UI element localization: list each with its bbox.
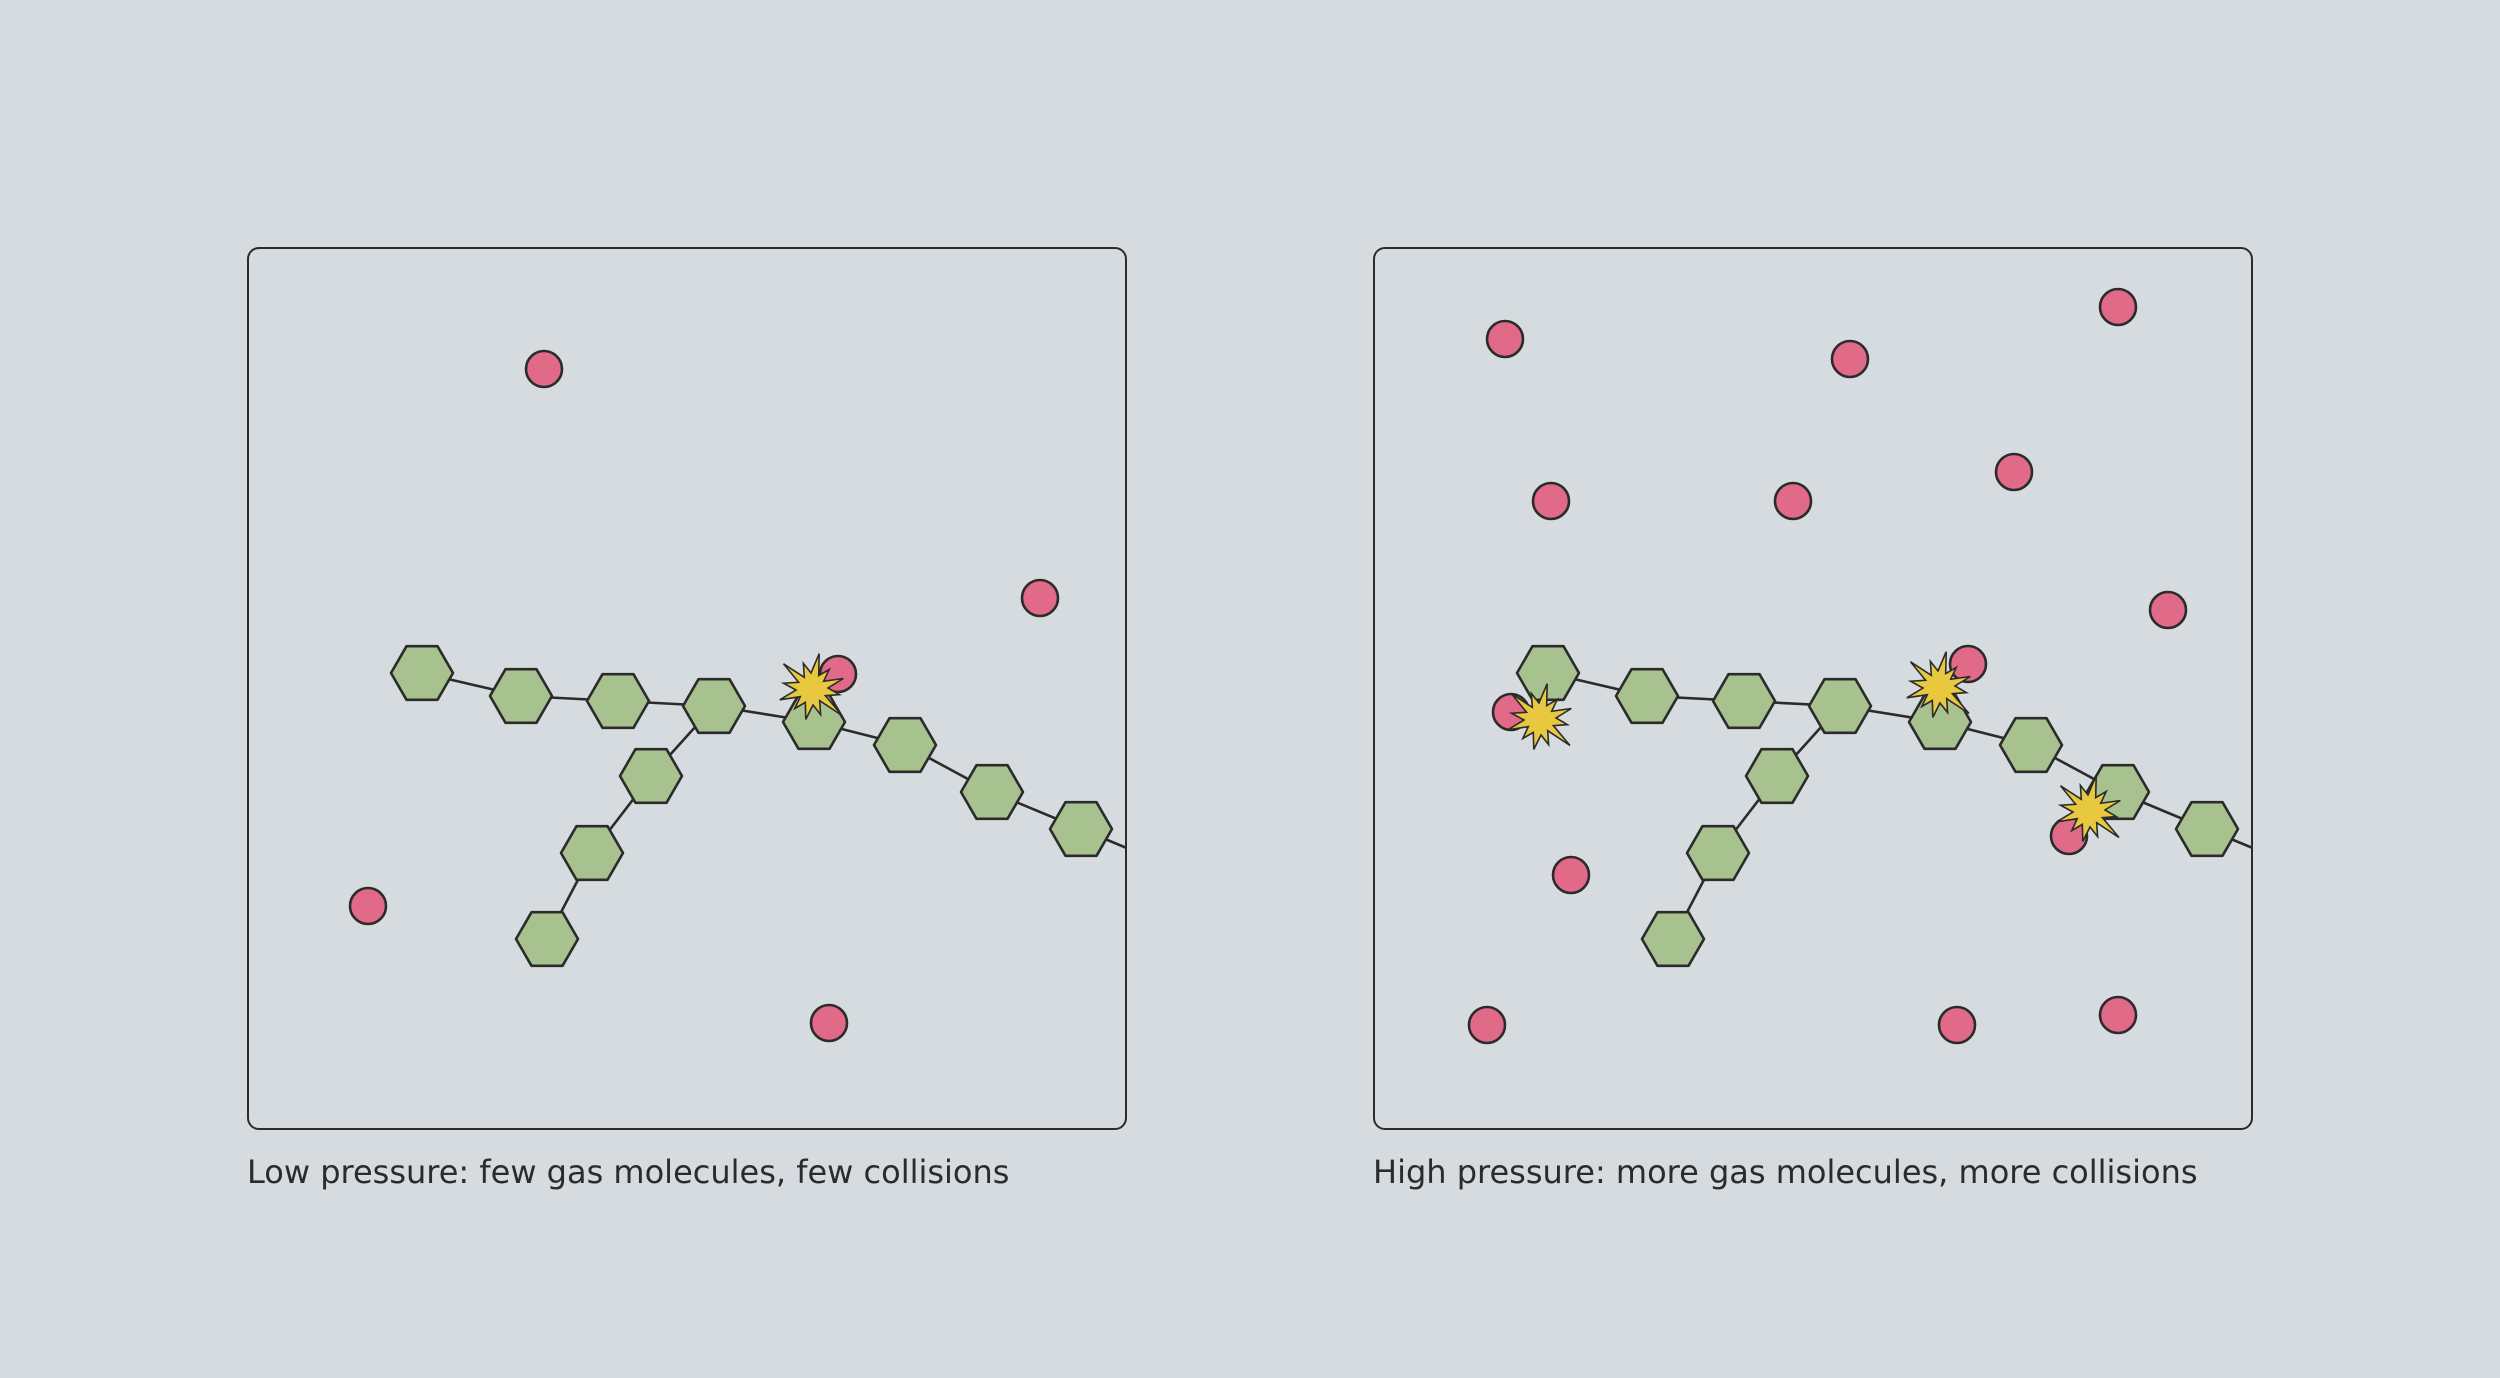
polymer-unit-icon [1685,824,1751,882]
gas-molecule-icon [809,1003,849,1043]
gas-molecule-icon [1773,481,1813,521]
polymer-unit-icon [559,824,625,882]
polymer-unit-icon [1515,644,1581,702]
panel-low-pressure [247,247,1127,1130]
polymer-unit-icon [514,910,580,968]
gas-molecule-icon [1531,481,1571,521]
polymer-unit-icon [1614,667,1680,725]
polymer-unit-icon [1998,716,2064,774]
gas-molecule-icon [524,349,564,389]
gas-molecule-icon [2148,590,2188,630]
collision-burst-icon [2056,775,2121,842]
caption-high-pressure: High pressure: more gas molecules, more … [1373,1153,2198,1191]
gas-molecule-icon [348,886,388,926]
high-pressure-diagram [1467,287,2251,1045]
polymer-unit-icon [872,716,938,774]
gas-molecule-icon [1020,578,1060,618]
gas-molecule-icon [1994,452,2034,492]
collision-burst-icon [779,653,844,720]
low-pressure-diagram [348,349,1125,1043]
polymer-unit-icon [1048,800,1114,858]
polymer-unit-icon [959,763,1025,821]
polymer-unit-icon [1711,672,1777,730]
collision-burst-icon [1507,683,1572,750]
polymer-unit-icon [488,667,554,725]
polymer-unit-icon [1640,910,1706,968]
gas-molecule-icon [1937,1005,1977,1045]
polymer-unit-icon [2174,800,2240,858]
polymer-unit-icon [1744,747,1810,805]
gas-molecule-icon [1467,1005,1507,1045]
gas-molecule-icon [1551,855,1591,895]
gas-molecule-icon [1948,644,1988,684]
gas-molecule-icon [1485,319,1525,359]
gas-molecule-icon [1830,339,1870,379]
polymer-unit-icon [618,747,684,805]
polymer-unit-icon [1807,677,1873,735]
polymer-unit-icon [585,672,651,730]
polymer-unit-icon [681,677,747,735]
polymer-unit-icon [1907,693,1973,751]
collision-burst-icon [1906,651,1971,718]
polymer-unit-icon [389,644,455,702]
gas-molecule-icon [2098,995,2138,1035]
gas-molecule-icon [2098,287,2138,327]
caption-low-pressure: Low pressure: few gas molecules, few col… [247,1153,1010,1191]
panel-high-pressure [1373,247,2253,1130]
